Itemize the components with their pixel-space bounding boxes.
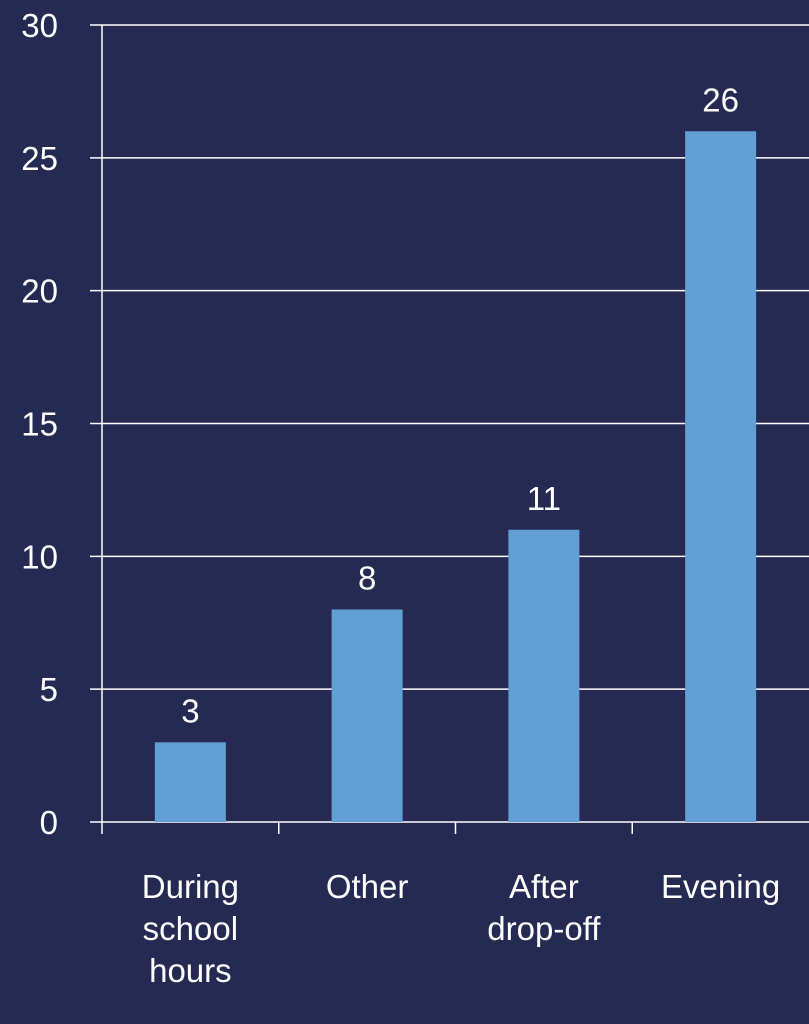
- x-axis-category-labels: During school hours Other After drop-off Eveni…: [142, 868, 780, 989]
- x-category-label: Other: [326, 868, 409, 905]
- x-category-label-line: Evening: [661, 868, 780, 905]
- y-axis-tick-labels: 0 5 10 15 20 25 30: [21, 7, 58, 841]
- bars: [154, 131, 757, 822]
- y-tick-label-0: 0: [40, 804, 58, 841]
- y-tick-label-10: 10: [21, 538, 58, 575]
- x-category-label: Evening: [661, 868, 780, 905]
- bar-other: [331, 609, 403, 822]
- data-label: 3: [181, 692, 199, 729]
- x-category-label-line: hours: [149, 952, 232, 989]
- x-category-label: During school hours: [142, 868, 239, 989]
- x-category-label-line: After: [509, 868, 579, 905]
- data-label: 26: [702, 81, 739, 118]
- data-label: 8: [358, 559, 376, 596]
- bar-during-school-hours: [154, 742, 226, 822]
- y-tick-label-25: 25: [21, 140, 58, 177]
- y-tick-label-5: 5: [40, 671, 58, 708]
- y-tick-label-15: 15: [21, 406, 58, 443]
- bar-after-drop-off: [508, 529, 580, 822]
- y-tick-label-20: 20: [21, 273, 58, 310]
- x-category-label-line: school: [143, 910, 238, 947]
- x-category-label-line: Other: [326, 868, 409, 905]
- y-tick-label-30: 30: [21, 7, 58, 44]
- x-category-label-line: drop-off: [487, 910, 601, 947]
- data-labels: 3 8 11 26: [181, 81, 739, 729]
- bar-evening: [685, 131, 757, 822]
- data-label: 11: [527, 480, 561, 517]
- x-category-label: After drop-off: [487, 868, 601, 947]
- x-category-label-line: During: [142, 868, 239, 905]
